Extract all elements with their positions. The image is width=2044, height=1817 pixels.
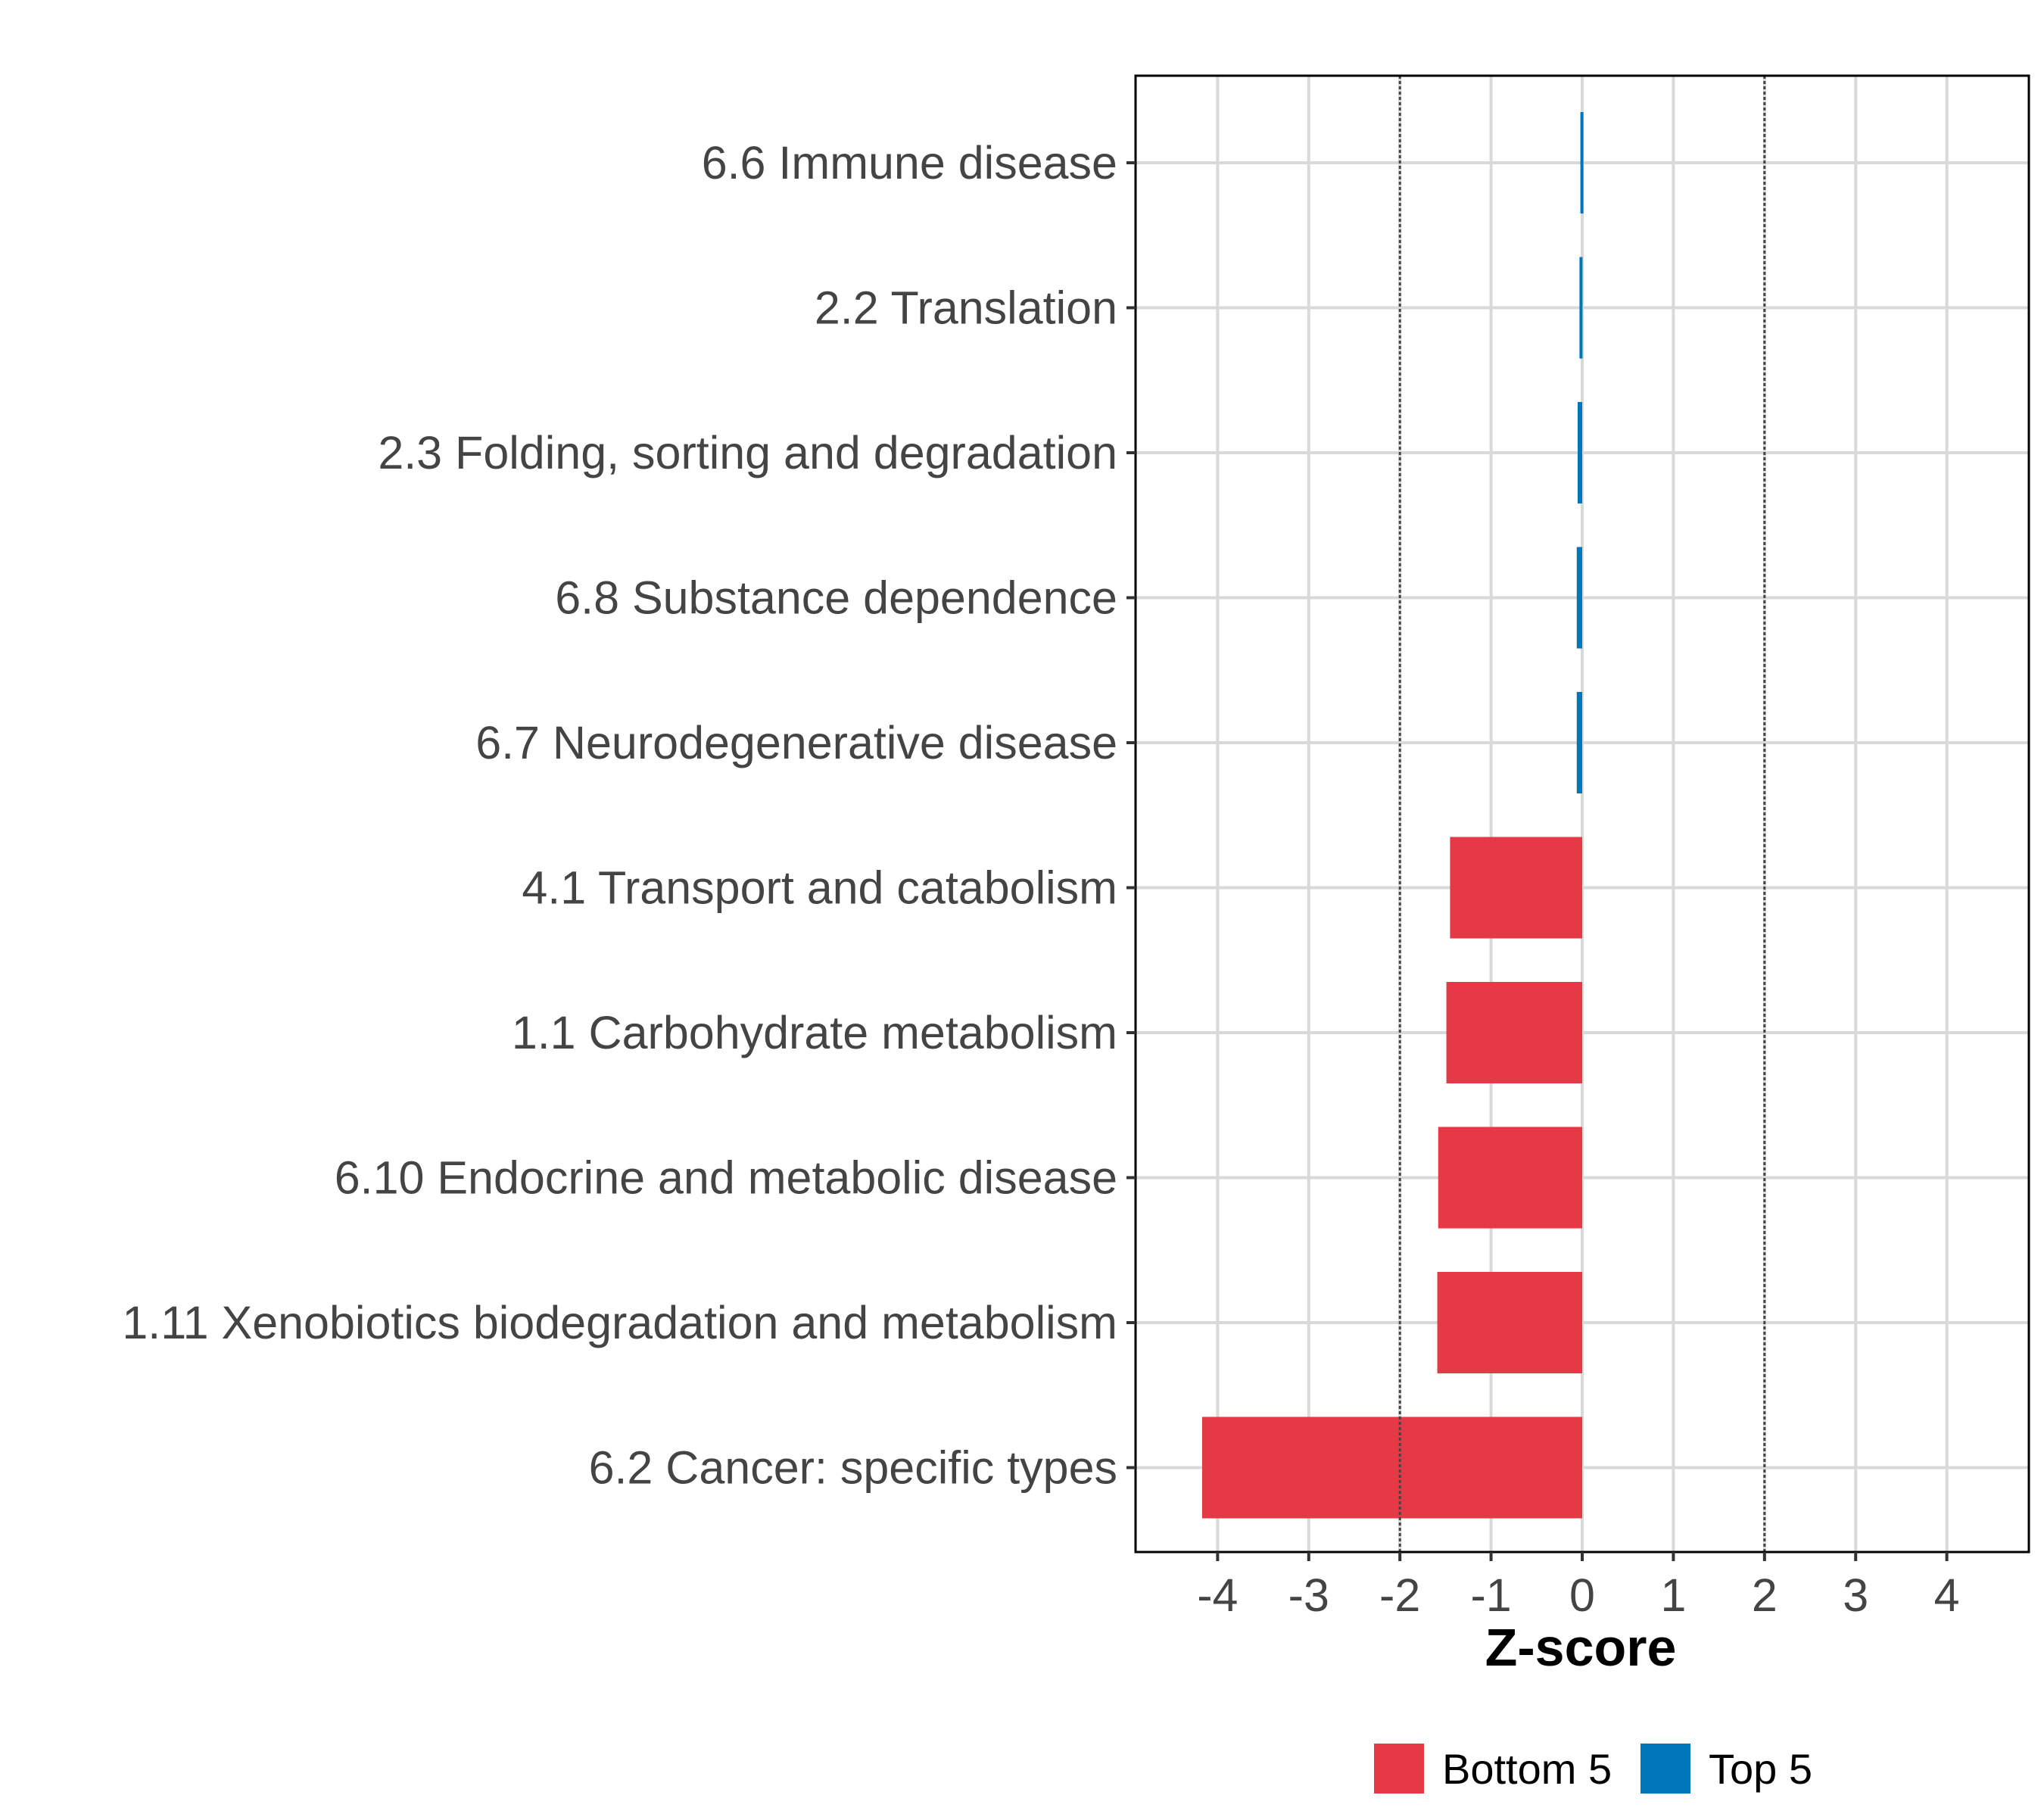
- category-label: 2.2 Translation: [815, 282, 1117, 334]
- bar: [1576, 547, 1582, 649]
- y-axis: 6.6 Immune disease 2.2 Translation 2.3 Fol…: [122, 137, 1136, 1494]
- x-tick-label: 2: [1752, 1569, 1778, 1621]
- legend-swatch: [1640, 1744, 1690, 1794]
- x-tick-label: 1: [1660, 1569, 1686, 1621]
- reference-lines: [1398, 76, 1766, 1552]
- legend-swatch: [1374, 1744, 1424, 1794]
- x-tick-label: -1: [1470, 1569, 1511, 1621]
- category-label: 6.2 Cancer: specific types: [589, 1442, 1117, 1494]
- category-label: 6.8 Substance dependence: [555, 572, 1117, 624]
- x-tick-label: -4: [1197, 1569, 1238, 1621]
- x-tick-label: 3: [1843, 1569, 1868, 1621]
- bar: [1580, 112, 1584, 213]
- x-axis-title: Z-score: [1485, 1618, 1677, 1677]
- category-label: 1.11 Xenobiotics biodegradation and meta…: [122, 1297, 1117, 1348]
- bars: [1201, 112, 1584, 1519]
- x-tick-label: 4: [1934, 1569, 1960, 1621]
- bar: [1576, 692, 1582, 793]
- legend-label: Top 5: [1709, 1745, 1812, 1793]
- legend: Bottom 5 Top 5: [1374, 1744, 1812, 1794]
- x-tick-label: 0: [1569, 1569, 1595, 1621]
- category-label: 4.1 Transport and catabolism: [522, 862, 1117, 914]
- category-label: 6.7 Neurodegenerative disease: [475, 717, 1117, 768]
- category-label: 1.1 Carbohydrate metabolism: [512, 1007, 1117, 1058]
- category-label: 2.3 Folding, sorting and degradation: [378, 427, 1117, 478]
- category-label: 6.6 Immune disease: [702, 137, 1117, 189]
- bar: [1446, 982, 1582, 1083]
- x-tick-label: -2: [1379, 1569, 1420, 1621]
- legend-label: Bottom 5: [1442, 1745, 1612, 1793]
- category-label: 6.10 Endocrine and metabolic disease: [335, 1152, 1117, 1204]
- bar: [1201, 1417, 1582, 1519]
- bar: [1450, 837, 1582, 939]
- bar: [1577, 402, 1582, 503]
- x-tick-label: -3: [1288, 1569, 1329, 1621]
- bar: [1579, 257, 1583, 359]
- x-axis: -4 -3 -2 -1 0 1 2 3 4: [1197, 1552, 1960, 1621]
- bar: [1437, 1272, 1582, 1373]
- bar: [1438, 1127, 1582, 1229]
